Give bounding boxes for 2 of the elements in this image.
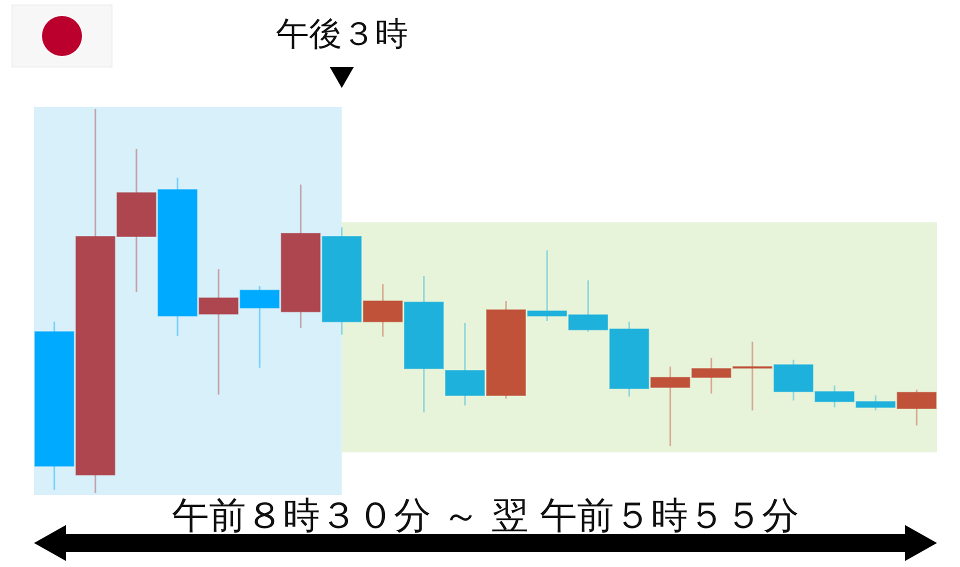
- text: 午前８時３０分 ～ 翌 午前５時５５分: [172, 494, 800, 537]
- text: 午後３時: [276, 14, 408, 53]
